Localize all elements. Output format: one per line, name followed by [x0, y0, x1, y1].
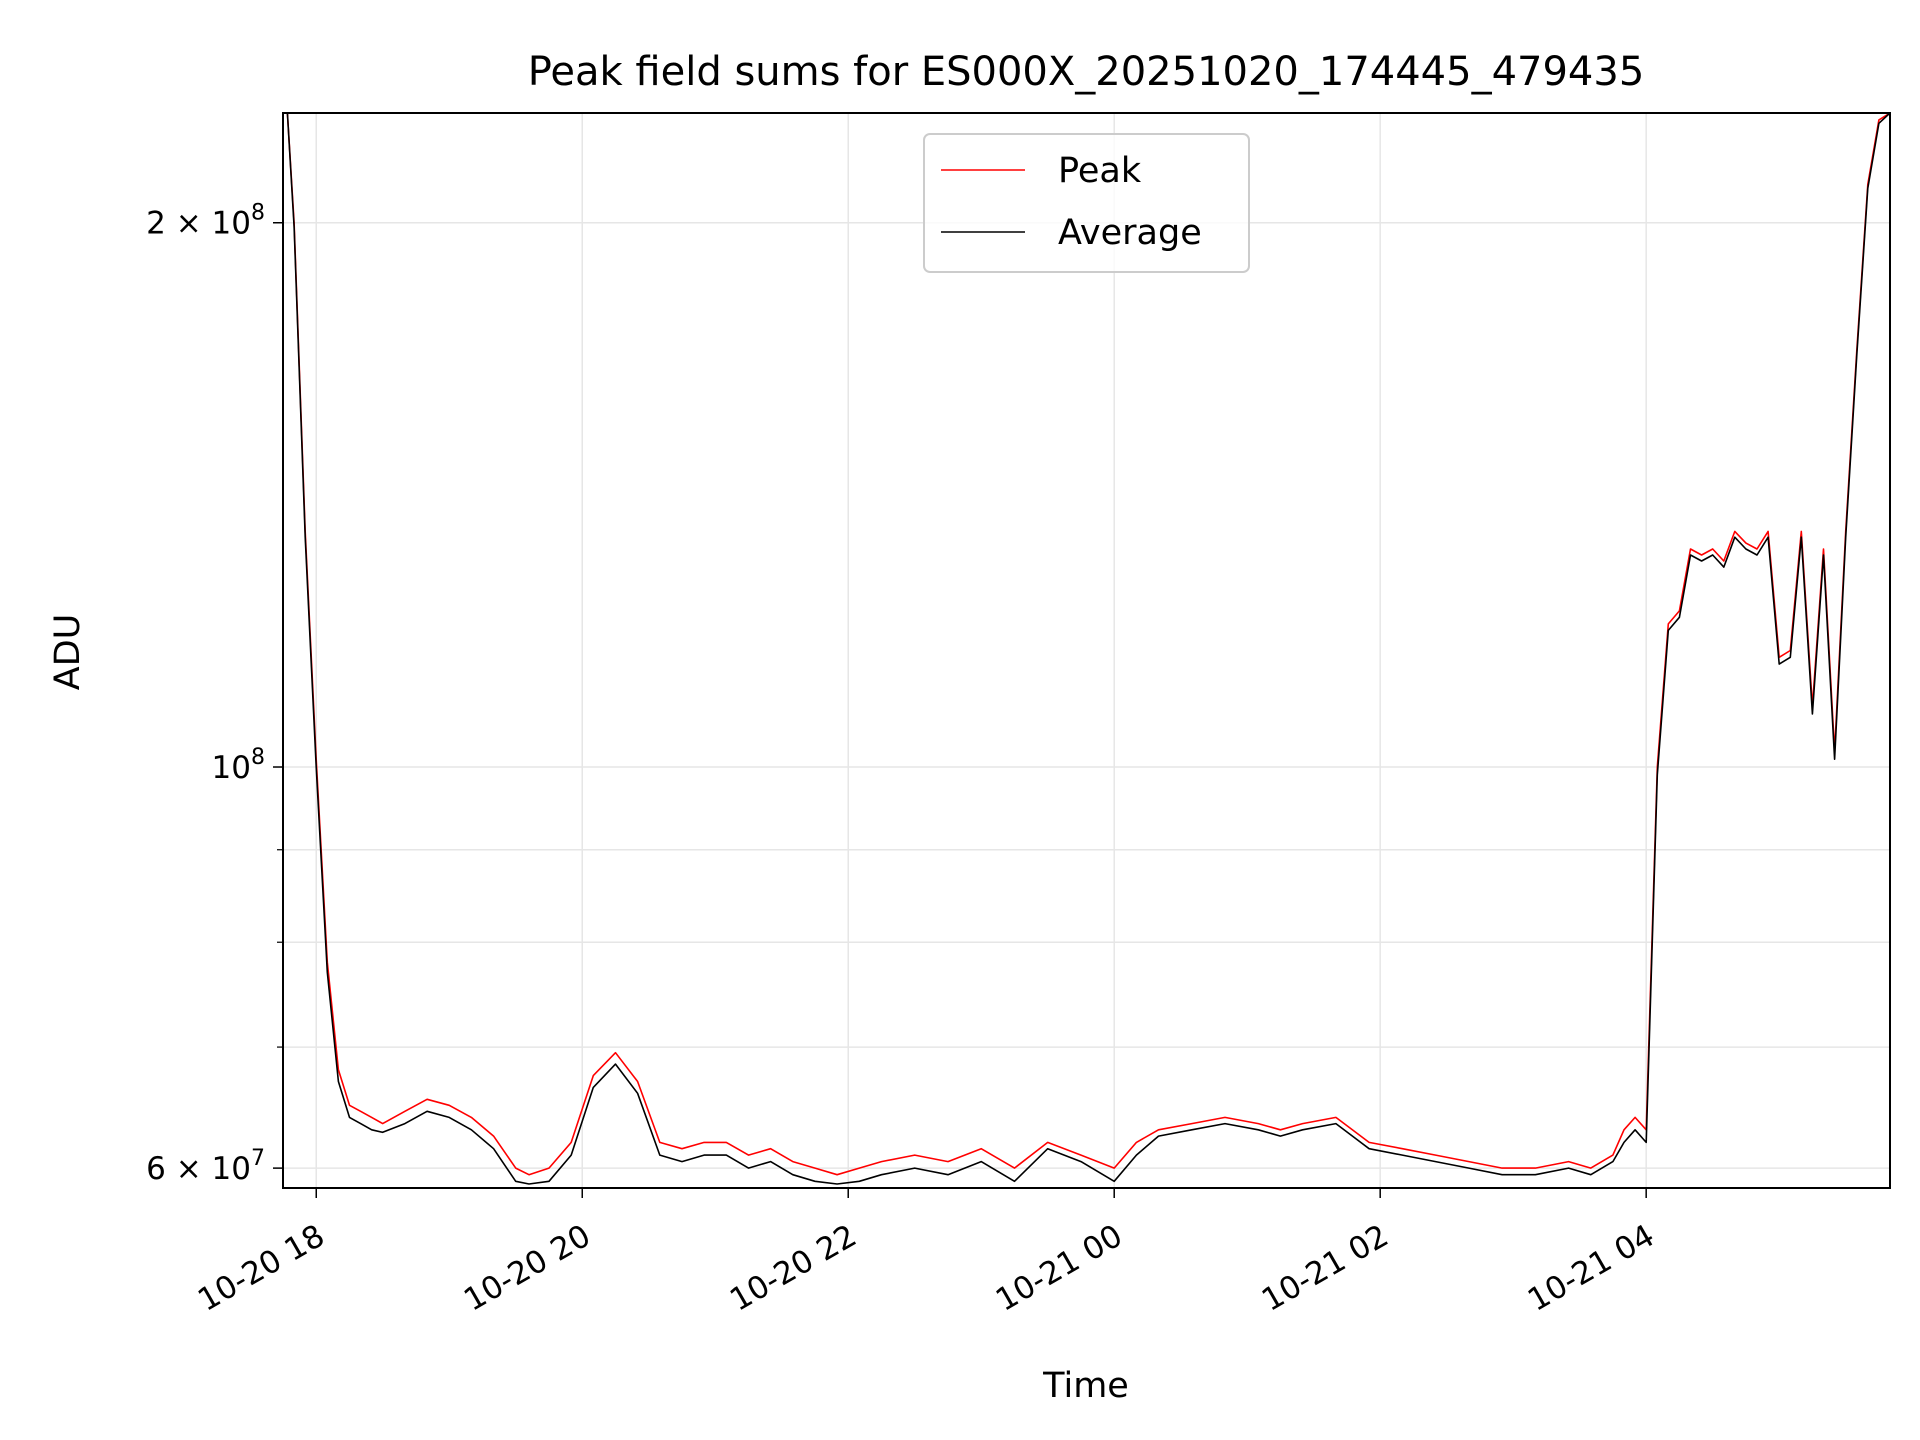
series-line-peak: [286, 112, 1891, 1176]
grid: [283, 113, 1890, 1188]
y-axis-ticks: 2 × 108 108 6 × 107: [146, 201, 283, 1187]
legend-label-peak: Peak: [1058, 151, 1142, 191]
x-axis-label: Time: [1042, 1366, 1129, 1406]
series-line-average: [286, 112, 1891, 1185]
y-tick-label: 6 × 107: [146, 1146, 265, 1187]
legend-label-average: Average: [1058, 213, 1202, 253]
axes-frame: [282, 112, 1891, 1189]
legend-box: [923, 133, 1250, 273]
y-axis-label: ADU: [48, 614, 88, 691]
y-tick-label: 108: [212, 745, 265, 786]
legend: Peak Average: [923, 133, 1250, 273]
y-tick-label: 2 × 108: [146, 201, 265, 242]
chart-title: Peak field sums for ES000X_20251020_1744…: [528, 49, 1645, 95]
plot-lines: [286, 112, 1891, 1185]
